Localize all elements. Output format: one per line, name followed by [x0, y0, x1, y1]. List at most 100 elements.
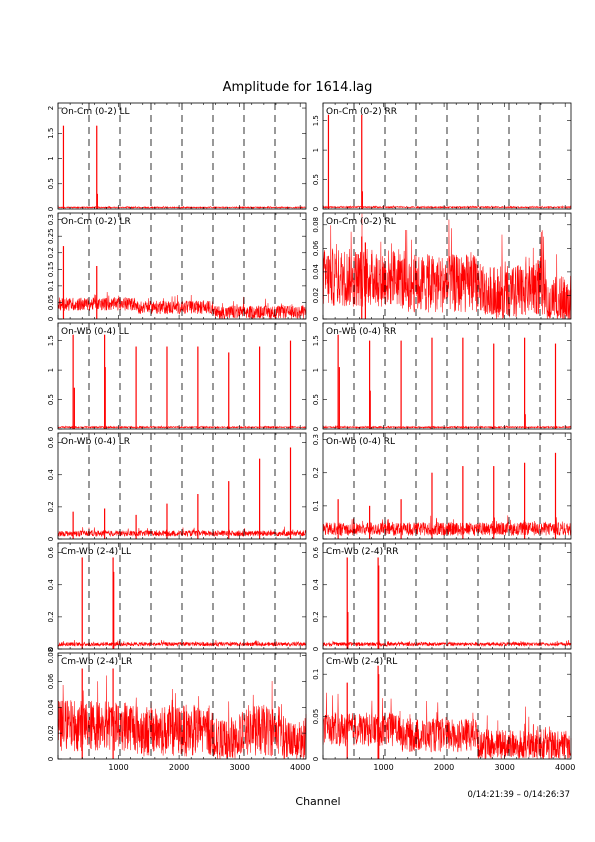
x-tick-label: 3000 [494, 763, 514, 772]
x-tick-label: 4000 [555, 763, 575, 772]
amplitude-trace [57, 246, 307, 320]
y-tick-label: 0 [47, 317, 55, 321]
y-tick-label: 1 [47, 156, 55, 160]
panel: 0 0.2 0.4 0.6 Cm-Wb (2-4) LL [47, 542, 307, 651]
panel-frame [57, 652, 307, 760]
panel-label: On-Cm (0-2) LL [61, 107, 130, 117]
y-tick-label: 1.5 [47, 128, 55, 139]
x-tick-label: 2000 [169, 763, 189, 772]
y-tick-label: 0 [312, 317, 320, 321]
panel-frame [322, 652, 572, 760]
amplitude-trace [57, 334, 307, 429]
y-tick-label: 0 [47, 537, 55, 541]
y-tick-label: 0.6 [47, 437, 55, 449]
panel-frame [57, 212, 307, 320]
panel: 0 0.5 1 1.5 On-Wb (0-4) LL [47, 322, 307, 431]
y-tick-label: 0.1 [47, 280, 55, 291]
panel: 0 0.5 1 1.5 2 On-Cm (0-2) LL [47, 102, 307, 211]
y-tick-label: 0.06 [312, 240, 320, 256]
y-tick-label: 0.5 [312, 394, 320, 405]
panel: 0 0.5 1 1.5 On-Wb (0-4) RR [312, 322, 572, 431]
y-tick-label: 0.1 [312, 669, 320, 680]
panel-label: Cm-Wb (2-4) RR [326, 547, 399, 557]
y-tick-label: 0 [47, 757, 55, 761]
panel-label: Cm-Wb (2-4) LL [61, 547, 131, 557]
y-tick-label: 0.2 [47, 247, 55, 258]
y-tick-label: 0.4 [47, 469, 55, 481]
panel-frame [57, 322, 307, 430]
y-tick-label: 1 [47, 368, 55, 372]
panel-frame [322, 432, 572, 540]
panel-label: On-Wb (0-4) LR [61, 437, 130, 447]
panel-frame [57, 102, 307, 210]
y-tick-label: 0 [47, 647, 55, 651]
panel-frame [57, 432, 307, 540]
y-tick-label: 0.05 [47, 295, 55, 311]
figure-title: Amplitude for 1614.lag [222, 80, 373, 95]
y-tick-label: 0.08 [312, 217, 320, 233]
y-tick-label: 0.6 [312, 547, 320, 559]
panel: 0 0.2 0.4 0.6 On-Wb (0-4) LR [47, 432, 307, 541]
panel-label: Cm-Wb (2-4) LR [61, 657, 132, 667]
panel: 0 0.05 0.1 0.15 0.2 0.25 0.3 On-Cm (0-2) LR [47, 212, 307, 321]
y-tick-label: 0.2 [312, 467, 320, 478]
panel-label: On-Wb (0-4) RL [326, 437, 395, 447]
y-tick-label: 0 [312, 207, 320, 211]
y-tick-label: 1.5 [47, 335, 55, 346]
x-tick-label: 1000 [373, 763, 393, 772]
y-tick-label: 0.06 [47, 673, 55, 689]
y-tick-label: 0.08 [47, 648, 55, 664]
y-tick-label: 0.04 [47, 699, 55, 715]
y-tick-label: 0 [312, 647, 320, 651]
x-tick-label: 2000 [434, 763, 454, 772]
panel-label: On-Cm (0-2) LR [61, 217, 131, 227]
panel-frame [322, 102, 572, 210]
y-tick-label: 1.5 [312, 335, 320, 346]
y-tick-label: 1 [312, 148, 320, 152]
panel-frame [322, 322, 572, 430]
y-tick-label: 1.5 [312, 115, 320, 126]
y-tick-label: 0.4 [312, 579, 320, 591]
y-tick-label: 2 [47, 106, 55, 110]
panel: 0 0.2 0.4 0.6 Cm-Wb (2-4) RR [312, 542, 572, 651]
y-tick-label: 0 [312, 537, 320, 541]
amplitude-trace [322, 557, 572, 648]
y-tick-label: 0.25 [47, 228, 55, 244]
panel: 0 0.05 0.1 1000 2000 3000 4000 Cm-Wb (2-4) RL [312, 652, 575, 772]
y-tick-label: 0.15 [47, 262, 55, 278]
x-tick-label: 1000 [108, 763, 128, 772]
y-tick-label: 0.04 [312, 264, 320, 280]
panel-label: On-Wb (0-4) RR [326, 327, 396, 337]
panel-label: On-Wb (0-4) LL [61, 327, 129, 337]
amplitude-trace [322, 213, 572, 320]
y-tick-label: 0.1 [312, 500, 320, 511]
y-tick-label: 0.2 [47, 611, 55, 622]
panel: 0 0.02 0.04 0.06 0.08 1000 2000 3000 4000 Cm-Wb (… [47, 648, 310, 772]
y-tick-label: 0 [312, 427, 320, 431]
x-tick-label: 3000 [229, 763, 249, 772]
y-tick-label: 0.2 [312, 611, 320, 622]
amplitude-trace [322, 334, 572, 430]
y-tick-label: 0.02 [47, 725, 55, 741]
y-tick-label: 0 [312, 757, 320, 761]
amplitude-trace [57, 557, 307, 648]
y-tick-label: 0 [47, 427, 55, 431]
y-tick-label: 0.5 [312, 174, 320, 185]
time-range-label: 0/14:21:39 – 0/14:26:37 [467, 790, 570, 800]
y-tick-label: 1 [312, 368, 320, 372]
panel-frame [322, 542, 572, 650]
panel-label: Cm-Wb (2-4) RL [326, 657, 397, 667]
amplitude-trace [57, 668, 307, 759]
y-tick-label: 0.3 [312, 434, 320, 445]
panel-label: On-Cm (0-2) RR [326, 107, 397, 117]
panel-label: On-Cm (0-2) RL [326, 217, 396, 227]
panel-frame [322, 212, 572, 320]
y-tick-label: 0 [47, 207, 55, 211]
y-tick-label: 0.05 [312, 709, 320, 725]
y-tick-label: 0.5 [47, 178, 55, 189]
amplitude-trace [322, 665, 572, 760]
y-tick-label: 0.2 [47, 501, 55, 512]
y-tick-label: 0.3 [47, 214, 55, 225]
panel: 0 0.1 0.2 0.3 On-Wb (0-4) RL [312, 432, 572, 541]
